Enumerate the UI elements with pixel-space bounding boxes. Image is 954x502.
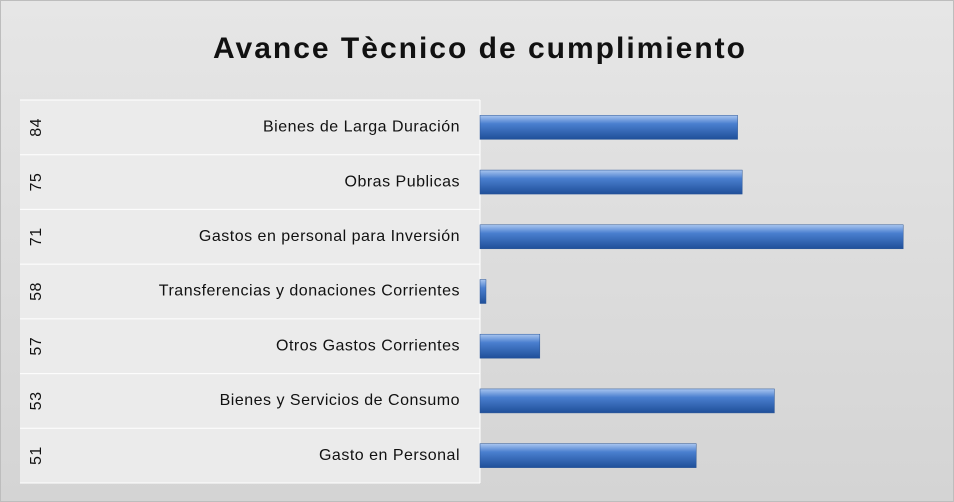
category-label: Bienes y Servicios de Consumo <box>220 392 460 409</box>
bar <box>479 224 904 250</box>
category-code: 58 <box>28 282 45 301</box>
chart-title: Avance Tècnico de cumplimiento <box>213 32 747 65</box>
category-code: 51 <box>28 446 45 465</box>
category-code: 84 <box>28 118 45 137</box>
category-label: Obras Publicas <box>345 173 461 190</box>
bar <box>479 279 487 304</box>
category-label: Bienes de Larga Duración <box>263 119 460 136</box>
category-code: 57 <box>28 337 45 356</box>
category-label: Transferencias y donaciones Corrientes <box>159 283 460 300</box>
category-label: Otros Gastos Corrientes <box>276 337 460 354</box>
category-label: Gastos en personal para Inversión <box>199 228 460 245</box>
bar <box>479 443 697 468</box>
bar <box>479 169 743 195</box>
bar <box>479 388 775 414</box>
bar <box>479 115 738 140</box>
category-code: 75 <box>28 173 45 192</box>
label-panel <box>20 100 480 483</box>
bar <box>479 333 541 359</box>
category-label: Gasto en Personal <box>319 447 460 464</box>
category-code: 53 <box>28 392 45 411</box>
category-code: 71 <box>28 227 45 246</box>
